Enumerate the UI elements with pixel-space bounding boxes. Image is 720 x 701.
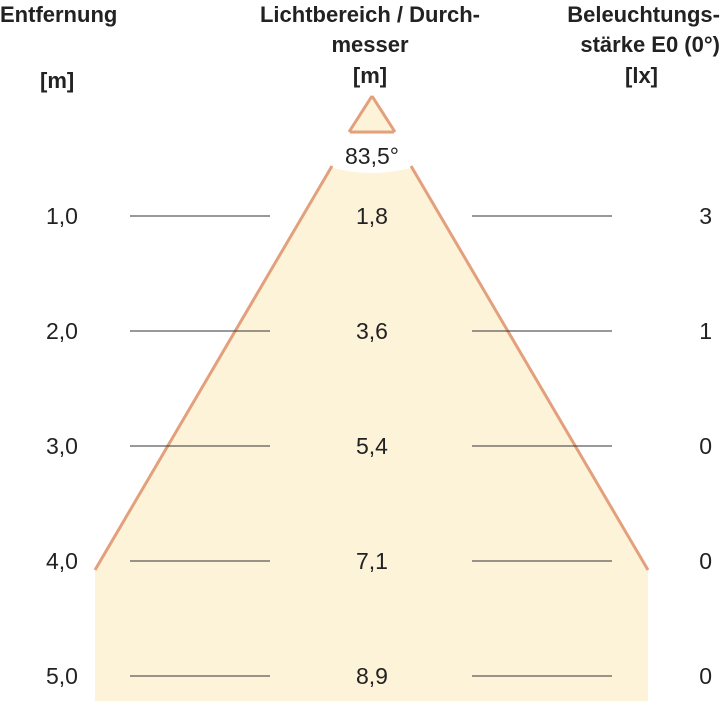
diameter-header-title-line1: Lichtbereich / Durch-: [259, 2, 481, 27]
illuminance-value: 0: [699, 663, 712, 689]
illuminance-value: 1: [699, 318, 712, 344]
distance-value: 5,0: [46, 663, 78, 689]
illuminance-header-title-line1: Beleuchtungs-: [567, 2, 720, 27]
beam-fill: [95, 96, 648, 701]
diameter-value: 5,4: [356, 433, 388, 459]
beam-angle-label: 83,5°: [345, 143, 399, 169]
beam-edge-right: [409, 165, 650, 571]
distance-value: 2,0: [46, 318, 78, 344]
beam-edge-left: [93, 165, 334, 571]
diameter-value: 8,9: [356, 663, 388, 689]
illuminance-header-title-line2: stärke E0 (0°): [580, 32, 720, 57]
beam-edge-left-top: [347, 95, 374, 133]
beam-edge-right-top: [370, 95, 397, 133]
distance-value: 1,0: [46, 203, 78, 229]
illuminance-column-header: Beleuchtungs- stärke E0 (0°) [lx]: [560, 0, 720, 90]
diameter-value: 1,8: [356, 203, 388, 229]
illuminance-header-unit: [lx]: [625, 63, 658, 88]
distance-header-unit: [m]: [40, 68, 75, 93]
illuminance-value: 0: [699, 548, 712, 574]
angle-label-gap: [325, 134, 418, 173]
diameter-value: 7,1: [356, 548, 388, 574]
distance-column-header: Entfernung [m]: [0, 0, 130, 95]
distance-header-title: Entfernung: [0, 2, 118, 27]
distance-value: 3,0: [46, 433, 78, 459]
illuminance-value: 0: [699, 433, 712, 459]
distance-value: 4,0: [46, 548, 78, 574]
diameter-header-title-line2: messer: [331, 32, 409, 57]
diameter-header-unit: [m]: [352, 63, 388, 88]
illuminance-value: 3: [699, 203, 712, 229]
diameter-value: 3,6: [356, 318, 388, 344]
diameter-column-header: Lichtbereich / Durch- messer [m]: [250, 0, 490, 90]
